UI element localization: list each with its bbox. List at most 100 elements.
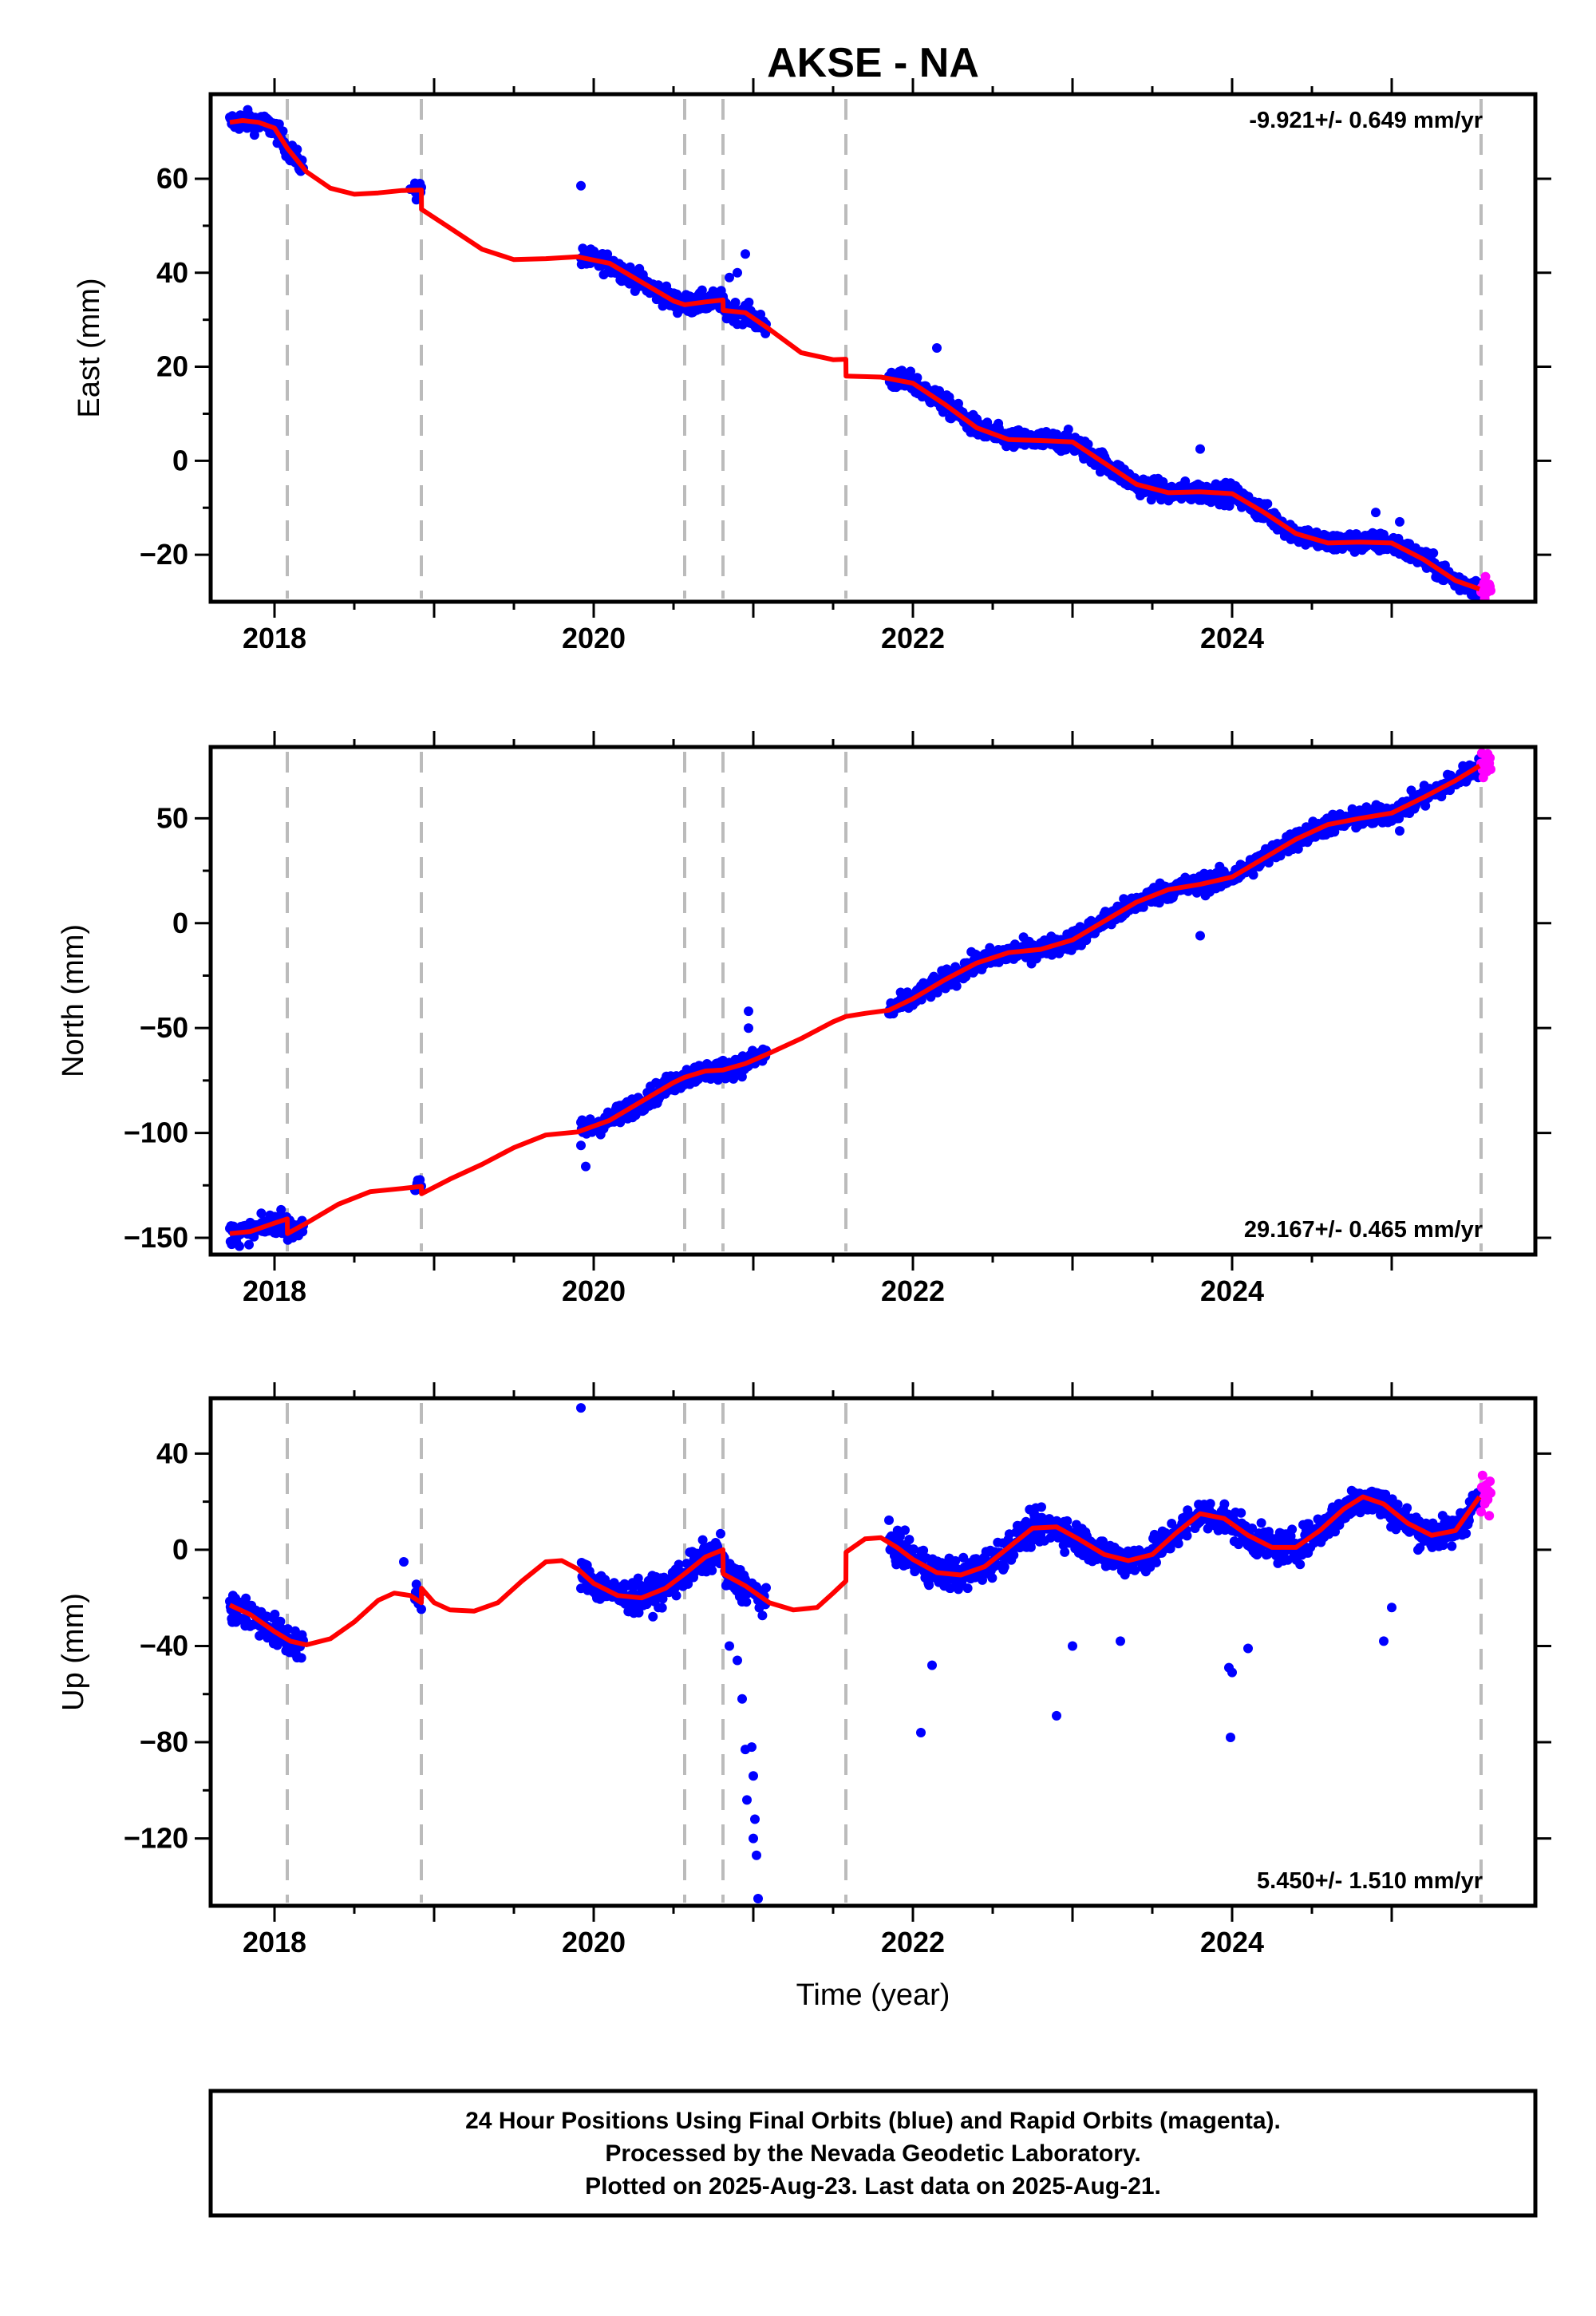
data-point-up-s3-828 [1393, 1500, 1403, 1510]
data-point-north-s2-223 [713, 1075, 723, 1085]
footer-line-1: 24 Hour Positions Using Final Orbits (bl… [465, 2108, 1281, 2134]
x-tick-label-east-2: 2022 [881, 622, 945, 654]
data-point-east-s3-324 [1083, 439, 1093, 449]
y-axis-title-up: Up (mm) [57, 1593, 90, 1711]
data-point-east-s0-109 [292, 144, 302, 155]
data-point-up-s2-269 [741, 1597, 752, 1607]
outlier-point-up-18 [1226, 1733, 1235, 1742]
data-point-east-s0-40 [249, 130, 259, 140]
outlier-point-up-23 [399, 1557, 409, 1567]
data-point-up-s3-248 [1037, 1502, 1046, 1512]
y-axis-title-north: North (mm) [57, 924, 90, 1077]
data-point-north-s0-83 [276, 1204, 286, 1215]
data-point-up-s3-26 [900, 1525, 910, 1535]
data-point-up-s2-301 [761, 1583, 771, 1593]
outlier-point-up-13 [927, 1660, 937, 1670]
data-point-up-s2-295 [757, 1611, 768, 1621]
data-point-up-s3-108 [950, 1555, 961, 1566]
outlier-point-north-3 [576, 1140, 586, 1151]
footer-box: 24 Hour Positions Using Final Orbits (bl… [208, 2089, 1538, 2218]
data-point-up-s3-683 [1303, 1519, 1314, 1529]
data-point-up-s3-56 [918, 1545, 929, 1555]
data-point-up-s2-117 [648, 1611, 658, 1622]
outlier-point-up-20 [1243, 1643, 1253, 1654]
x-tick-label-north-0: 2018 [243, 1275, 306, 1307]
model-line-east [229, 118, 1480, 591]
data-point-up-s0-116 [296, 1653, 306, 1663]
x-tick-label-up-3: 2024 [1200, 1926, 1264, 1958]
outlier-point-east-6 [1371, 508, 1381, 518]
x-tick-label-up-1: 2020 [562, 1926, 626, 1958]
plot-frame-north [208, 745, 1538, 1257]
outlier-point-east-0 [576, 180, 586, 191]
data-point-up-s3-939 [1461, 1528, 1472, 1539]
outlier-point-east-4 [932, 343, 942, 353]
data-point-east-s2-251 [730, 298, 741, 307]
outlier-point-up-16 [1116, 1636, 1125, 1646]
data-point-up-s3-460 [1167, 1519, 1177, 1528]
panel-east: −20 0 20 40 60 2018 2020 2022 2024 East (mm) -9.92… [73, 78, 1551, 654]
data-point-up-s2-93 [633, 1573, 643, 1583]
outlier-point-up-11 [750, 1814, 760, 1824]
rate-label-north: 29.167+/- 0.465 mm/yr [1244, 1217, 1483, 1243]
y-tick-label-up-2: −40 [140, 1629, 188, 1662]
rapid-point-north-13 [1486, 765, 1495, 774]
y-tick-label-up-0: −120 [124, 1822, 188, 1855]
data-point-north-s2-248 [729, 1073, 739, 1084]
outlier-point-up-9 [752, 1850, 761, 1860]
outlier-point-up-6 [747, 1742, 757, 1753]
data-point-up-s3-128 [962, 1583, 973, 1594]
data-point-east-s3-46 [912, 373, 922, 383]
y-tick-label-east-4: 60 [156, 162, 188, 195]
rapid-point-up-13 [1486, 1488, 1495, 1498]
outlier-point-up-0 [576, 1403, 586, 1413]
outlier-point-up-10 [753, 1894, 763, 1903]
y-axis-title-east: East (mm) [73, 278, 106, 417]
data-point-up-s2-85 [628, 1582, 638, 1592]
data-point-north-s0-31 [244, 1239, 254, 1250]
data-point-up-s3-656 [1287, 1524, 1298, 1535]
outlier-point-up-3 [737, 1694, 747, 1704]
data-point-up-s3-203 [1009, 1550, 1019, 1560]
data-point-north-s3-110 [951, 981, 962, 991]
data-point-up-s3-290 [1062, 1516, 1073, 1526]
outlier-point-east-5 [1195, 444, 1205, 454]
x-tick-label-east-0: 2018 [243, 622, 306, 654]
x-tick-label-up-0: 2018 [243, 1926, 306, 1958]
data-point-up-s3-65 [924, 1580, 934, 1591]
data-point-up-s3-188 [999, 1562, 1009, 1572]
outlier-point-north-6 [235, 1241, 244, 1251]
rapid-point-up-12 [1485, 1476, 1495, 1487]
data-point-up-s3-843 [1402, 1503, 1412, 1513]
data-point-up-s3-591 [1247, 1524, 1258, 1533]
outlier-point-north-4 [1195, 931, 1205, 941]
rapid-point-east-6 [1480, 571, 1491, 582]
data-point-east-s3-292 [1063, 425, 1073, 434]
outlier-point-north-7 [294, 1231, 303, 1241]
outlier-point-up-12 [916, 1728, 926, 1737]
data-point-up-s0-94 [282, 1624, 293, 1634]
outlier-point-up-21 [1379, 1636, 1389, 1646]
data-point-up-s3-471 [1173, 1539, 1183, 1549]
data-point-up-s3-435 [1152, 1557, 1161, 1567]
y-tick-label-up-3: 0 [172, 1533, 188, 1566]
y-tick-label-up-4: 40 [156, 1437, 188, 1469]
data-point-up-s3-485 [1182, 1531, 1192, 1541]
data-point-up-s1-9 [417, 1604, 426, 1614]
panel-north: −150 −100 −50 0 50 2018 2020 2022 2024 North (mm)… [57, 731, 1551, 1307]
outlier-point-up-15 [1068, 1641, 1077, 1651]
data-point-east-s3-616 [1262, 499, 1273, 509]
y-tick-label-north-1: −100 [124, 1117, 188, 1149]
model-line-north [229, 764, 1481, 1236]
y-tick-label-up-1: −80 [140, 1725, 188, 1758]
data-point-east-s3-82 [934, 385, 945, 396]
data-point-up-s3-40 [908, 1544, 918, 1555]
footer-line-3: Plotted on 2025-Aug-23. Last data on 202… [585, 2173, 1161, 2199]
data-point-north-s3-593 [1248, 870, 1258, 880]
data-point-east-s2-273 [744, 297, 754, 307]
data-point-east-s3-886 [1428, 548, 1439, 558]
panel-up: −120 −80 −40 0 40 2018 2020 2022 2024 Up (mm) 5.45… [57, 1382, 1551, 1958]
y-tick-label-east-2: 20 [156, 350, 188, 383]
rapid-points-north [1476, 748, 1495, 783]
y-tick-label-east-3: 40 [156, 256, 188, 289]
